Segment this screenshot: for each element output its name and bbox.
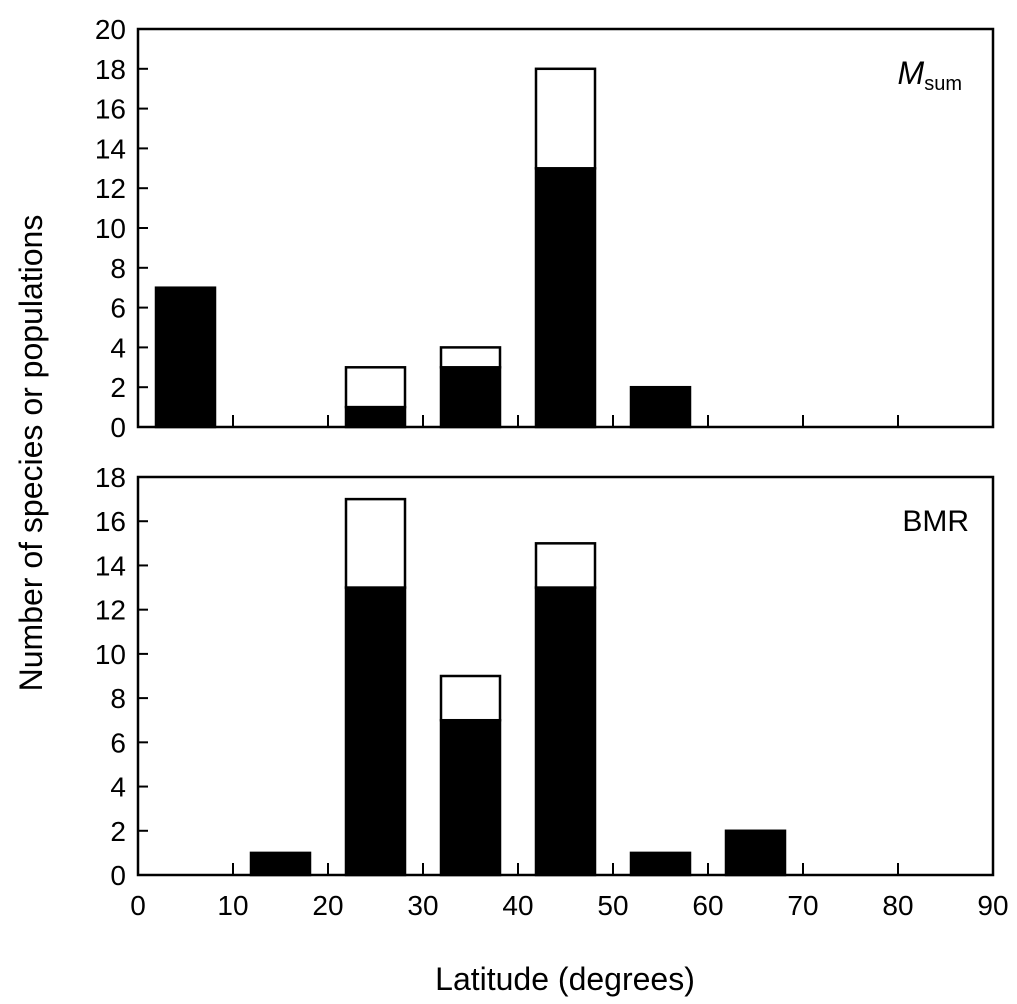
- msum-ytick-label: 2: [110, 372, 126, 403]
- msum-bar-45-open: [534, 67, 597, 170]
- bmr-ytick-label: 6: [110, 727, 126, 758]
- msum-bar-5-filled: [154, 286, 217, 429]
- msum-bar-55-filled: [629, 385, 692, 429]
- bmr-bar-55-filled: [629, 851, 692, 877]
- bmr-ytick-label: 10: [95, 639, 126, 670]
- bmr-xtick-label: 10: [217, 890, 248, 921]
- bmr-bar-65-filled: [724, 829, 787, 877]
- bmr-xtick-label: 90: [977, 890, 1008, 921]
- bmr-panel-label: BMR: [902, 505, 969, 538]
- msum-bar-45-filled: [534, 167, 597, 429]
- bmr-ytick-label: 16: [95, 506, 126, 537]
- bmr-xtick-label: 0: [130, 890, 146, 921]
- msum-bar-35-filled: [439, 366, 502, 429]
- msum-ytick-label: 6: [110, 293, 126, 324]
- bmr-panel: 0 2 4 6 8 10 12 14 16 18 0 10 20 30 40 50 60 70 80 90 BMR: [95, 462, 1009, 921]
- msum-ytick-label: 12: [95, 173, 126, 204]
- msum-panel: 0 2 4 6 8 10 12 14 16 18 20 Msum: [95, 14, 995, 443]
- bmr-bar-15-filled: [249, 851, 312, 877]
- bmr-xtick-label: 40: [502, 890, 533, 921]
- bmr-ytick-label: 18: [95, 462, 126, 493]
- bmr-plot-frame: [136, 475, 995, 877]
- bmr-bar-25-open: [344, 497, 407, 589]
- msum-ytick-label: 4: [110, 332, 126, 363]
- bmr-ytick-label: 0: [110, 860, 126, 891]
- msum-ytick-label: 14: [95, 133, 126, 164]
- bmr-bar-35-filled: [439, 718, 502, 877]
- bmr-xtick-label: 60: [692, 890, 723, 921]
- bmr-xtick-label: 50: [597, 890, 628, 921]
- msum-bar-25-open: [344, 366, 407, 409]
- msum-ytick-label: 0: [110, 412, 126, 443]
- bmr-xtick-label: 20: [312, 890, 343, 921]
- bmr-xtick-label: 30: [407, 890, 438, 921]
- bmr-bar-45-open: [534, 542, 597, 589]
- bmr-bar-25-filled: [344, 586, 407, 877]
- bmr-ytick-label: 2: [110, 816, 126, 847]
- bmr-ytick-label: 4: [110, 772, 126, 803]
- y-axis-title: Number of species or populations: [13, 215, 49, 692]
- msum-ytick-label: 8: [110, 253, 126, 284]
- msum-ytick-label: 10: [95, 213, 126, 244]
- bmr-ytick-label: 8: [110, 683, 126, 714]
- bmr-xtick-label: 80: [882, 890, 913, 921]
- msum-panel-label: Msum: [898, 55, 962, 95]
- bmr-ytick-label: 12: [95, 595, 126, 626]
- msum-ytick-label: 20: [95, 14, 126, 45]
- bmr-bar-45-filled: [534, 586, 597, 877]
- msum-bar-35-open: [439, 346, 502, 369]
- bmr-bar-35-open: [439, 674, 502, 722]
- x-axis-title: Latitude (degrees): [435, 961, 695, 997]
- bmr-ytick-label: 14: [95, 550, 126, 581]
- msum-bar-25-filled: [344, 405, 407, 429]
- msum-ytick-label: 16: [95, 94, 126, 125]
- msum-ytick-label: 18: [95, 54, 126, 85]
- bmr-xtick-label: 70: [787, 890, 818, 921]
